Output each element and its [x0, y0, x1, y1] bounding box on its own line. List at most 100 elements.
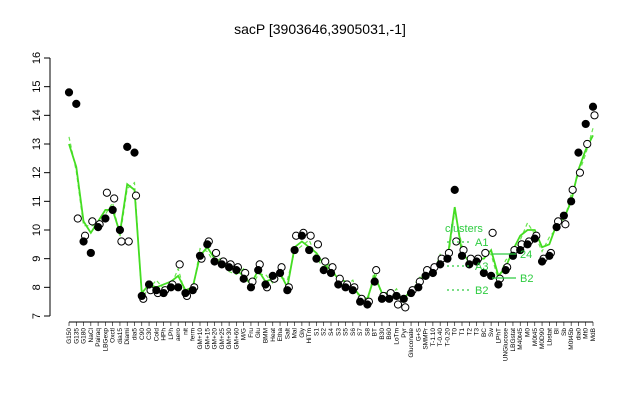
point-filled — [363, 300, 372, 309]
x-tick-label: BMM — [263, 328, 270, 343]
legend: clusters A1 24 A3 B2 B2 — [445, 223, 533, 297]
point-filled — [268, 271, 277, 280]
x-tick-label: S3 — [335, 328, 342, 336]
y-axis: 7 8 9 10 11 12 13 14 15 16 — [31, 52, 51, 319]
x-tick-label: T-0.40 — [437, 328, 444, 347]
x-tick-label: GM+30 — [226, 328, 233, 350]
point-filled — [319, 266, 328, 275]
point-filled — [457, 251, 467, 260]
point-filled — [188, 286, 197, 295]
point-filled — [297, 231, 306, 240]
series-line-dashed — [68, 128, 594, 305]
point-filled — [479, 268, 488, 278]
x-tick-label: HPh — [161, 328, 168, 341]
x-tick-label: Mt0 — [583, 328, 590, 339]
point-open — [131, 191, 141, 200]
point-filled — [567, 197, 576, 206]
point-open — [561, 220, 570, 229]
point-open — [321, 257, 330, 266]
point-filled — [523, 240, 532, 249]
point-filled — [399, 294, 408, 303]
x-tick-label: GM+15 — [204, 328, 211, 350]
point-filled — [101, 214, 110, 223]
point-open — [73, 214, 82, 223]
x-tick-label: SMMPr — [423, 327, 430, 350]
point-filled — [152, 286, 161, 295]
x-tick-label: Lbstat — [546, 328, 553, 346]
point-filled — [537, 257, 547, 266]
point-filled — [436, 260, 445, 269]
point-filled — [472, 257, 481, 266]
point-filled — [305, 245, 314, 255]
x-tick-label: BT — [372, 328, 379, 336]
point-filled — [275, 268, 285, 278]
x-tick-label: LoTm — [394, 328, 401, 345]
x-tick-label: Sb — [561, 328, 568, 336]
x-tick-label: GM+10 — [197, 328, 204, 350]
point-filled — [465, 260, 474, 269]
y-tick-label: 7 — [31, 313, 43, 319]
point-open — [88, 217, 97, 226]
x-tick-label: Fru — [248, 328, 255, 338]
x-tick-label: T3 — [474, 328, 481, 336]
x-tick-label: BC — [481, 328, 488, 337]
x-tick-label: dia0 — [575, 328, 582, 341]
x-tick-label: dia15 — [117, 328, 124, 344]
legend-title: clusters — [445, 223, 483, 235]
x-tick-label: MdB — [590, 328, 597, 341]
point-filled — [494, 280, 503, 289]
point-filled — [174, 283, 183, 292]
x-tick-label: S1 — [313, 328, 320, 336]
point-filled — [530, 234, 539, 243]
x-tick-label: Mal — [292, 327, 299, 338]
point-open — [372, 266, 381, 275]
x-tick-label: NaCl — [88, 327, 95, 342]
point-filled — [508, 251, 518, 260]
x-tick-label: HiTm — [306, 328, 313, 344]
x-tick-label: Etha — [277, 328, 284, 342]
point-filled — [246, 283, 256, 292]
x-tick-label: Gluconate — [408, 328, 415, 358]
point-open — [401, 303, 410, 312]
point-filled — [588, 102, 598, 111]
x-tick-label: M0t45 — [532, 328, 539, 346]
x-tick-label: BI — [554, 328, 561, 334]
y-tick-label: 9 — [31, 256, 43, 262]
legend-entry: A1 — [475, 237, 488, 249]
x-tick-label: B60 — [386, 328, 393, 340]
point-open — [175, 260, 184, 269]
point-filled — [181, 288, 190, 298]
x-tick-label: Gly — [299, 327, 306, 338]
point-open — [306, 231, 315, 240]
point-filled — [326, 268, 336, 278]
x-tick-label: T-0.20 — [444, 328, 451, 347]
point-filled — [79, 237, 88, 246]
x-tick-label: M0D90 — [539, 328, 546, 349]
x-tick-label: Sw — [488, 328, 495, 337]
x-tick-label: ferm — [190, 328, 197, 341]
x-tick-label: dia5 — [132, 328, 139, 341]
x-tick-label: GM+20 — [212, 328, 219, 350]
point-filled — [225, 263, 234, 272]
point-filled — [108, 205, 117, 215]
point-filled — [290, 245, 299, 255]
point-open — [575, 168, 585, 177]
x-tick-label: T2 — [466, 328, 473, 336]
x-tick-label: S6 — [350, 328, 357, 336]
point-filled — [232, 266, 241, 275]
point-filled — [348, 286, 357, 295]
point-filled — [516, 245, 525, 255]
legend-entry: A3 — [475, 261, 488, 273]
point-filled — [166, 283, 175, 292]
x-tick-label: B30 — [379, 328, 386, 340]
point-filled — [115, 225, 125, 235]
x-tick-label: G+S — [415, 327, 422, 341]
x-tick-label: S5 — [343, 328, 350, 336]
x-tick-label: LPh — [168, 328, 175, 340]
x-tick-label: LBGstat — [510, 328, 517, 352]
point-filled — [203, 240, 212, 249]
point-filled — [370, 277, 379, 286]
x-tick-label: G135 — [73, 328, 80, 344]
x-tick-label: Diami — [124, 328, 131, 345]
point-open — [590, 111, 599, 120]
